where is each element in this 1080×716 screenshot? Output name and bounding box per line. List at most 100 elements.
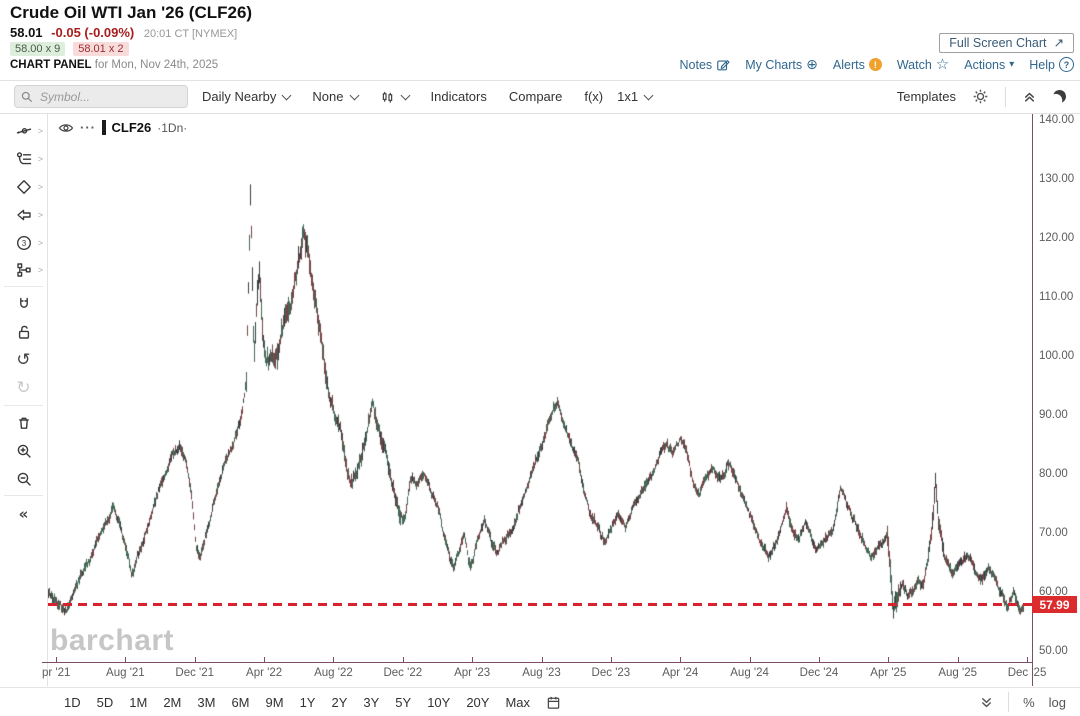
time-range-bar: 1D 5D 1M 2M 3M 6M 9M 1Y 2Y 3Y 5Y 10Y 20Y Max % log	[0, 687, 1080, 716]
range-button-5y[interactable]: 5Y	[395, 694, 412, 710]
symbol-input[interactable]	[38, 88, 162, 105]
trendline-tool-button[interactable]: >	[0, 117, 47, 145]
fibonacci-count-tool-button[interactable]: 3 >	[0, 229, 47, 257]
fx-button[interactable]: f(x)	[584, 89, 604, 104]
redo-icon: ↻	[16, 378, 31, 398]
caret-down-icon: ▾	[1009, 58, 1015, 70]
full-screen-chart-button[interactable]: Full Screen Chart ↗	[939, 33, 1074, 53]
barchart-watermark: barchart	[50, 624, 175, 657]
panel-label: CHART PANEL	[10, 59, 92, 71]
time-axis-tickmark	[818, 657, 820, 662]
percent-scale-button[interactable]: %	[1023, 694, 1035, 710]
series-legend: ··· CLF26 ·1Dn·	[58, 120, 187, 135]
notes-edit-icon	[717, 59, 730, 70]
toolbar-divider	[1005, 86, 1006, 107]
legend-symbol: CLF26	[111, 120, 152, 135]
price-chart-canvas[interactable]	[48, 114, 1032, 662]
range-button-3m[interactable]: 3M	[197, 694, 216, 710]
range-button-9m[interactable]: 9M	[265, 694, 284, 710]
alert-badge-icon: !	[868, 58, 882, 71]
panel-subtitle: CHART PANEL for Mon, Nov 24th, 2025	[10, 59, 219, 71]
actions-link[interactable]: Actions ▾	[964, 57, 1015, 72]
symbol-search[interactable]	[14, 85, 188, 108]
alerts-link[interactable]: Alerts !	[833, 58, 882, 72]
drawing-tools-sidebar: > > > > 3 > >	[0, 114, 48, 686]
range-button-6m[interactable]: 6M	[231, 694, 250, 710]
range-button-3y[interactable]: 3Y	[363, 694, 380, 710]
range-button-5d[interactable]: 5D	[96, 694, 114, 710]
indicators-button[interactable]: Indicators	[430, 89, 487, 104]
time-axis-label: pr '21	[42, 667, 71, 679]
undo-button[interactable]: ↺	[0, 346, 47, 374]
layout-dropdown[interactable]: 1x1	[617, 89, 654, 104]
quote-time: 20:01 CT [NYMEX]	[143, 28, 238, 40]
chart-toolbar: Daily Nearby None Indicators Compare f(x	[0, 81, 1080, 112]
range-button-max[interactable]: Max	[505, 694, 531, 710]
notes-link[interactable]: Notes	[680, 58, 731, 72]
compare-button[interactable]: Compare	[508, 89, 563, 104]
time-axis-tickmark	[264, 657, 266, 662]
annotation-list-tool-button[interactable]: >	[0, 145, 47, 173]
ask-chip: 58.01 x 2	[73, 42, 129, 56]
time-axis-tickmark	[957, 657, 959, 662]
chevron-down-icon	[400, 90, 410, 100]
my-charts-link[interactable]: My Charts ⊕	[745, 56, 818, 73]
gear-icon[interactable]	[972, 88, 989, 105]
zoom-out-button[interactable]	[0, 465, 47, 493]
time-axis-label: Dec '22	[383, 667, 423, 679]
chart-type-dropdown[interactable]	[380, 89, 410, 105]
tools-dropdown[interactable]: None	[312, 89, 359, 104]
redo-button[interactable]: ↻	[0, 374, 47, 402]
log-scale-button[interactable]: log	[1048, 694, 1066, 710]
arrow-tool-button[interactable]: >	[0, 201, 47, 229]
range-button-10y[interactable]: 10Y	[427, 694, 451, 710]
price-axis-tick: 60.00	[1039, 586, 1068, 598]
time-axis-label: Dec '21	[175, 667, 215, 679]
delete-drawings-button[interactable]	[0, 409, 47, 437]
collapse-sidebar-button[interactable]: «	[0, 500, 47, 528]
help-link[interactable]: Help ?	[1029, 57, 1074, 72]
range-button-2y[interactable]: 2Y	[331, 694, 348, 710]
time-axis-line	[42, 662, 1033, 663]
lock-unlock-button[interactable]	[0, 318, 47, 346]
range-button-1d[interactable]: 1D	[64, 694, 81, 710]
price-axis-tick: 80.00	[1039, 468, 1068, 480]
time-axis-tickmark	[402, 657, 404, 662]
calendar-icon[interactable]	[546, 695, 561, 710]
page-title: Crude Oil WTI Jan '26 (CLF26)	[10, 3, 253, 22]
measure-tool-button[interactable]: >	[0, 256, 47, 284]
help-circle-icon: ?	[1059, 57, 1074, 72]
frequency-dropdown[interactable]: Daily Nearby	[202, 89, 292, 104]
expand-panel-down-icon[interactable]	[979, 695, 994, 710]
collapse-panel-up-icon[interactable]	[1022, 89, 1037, 104]
time-axis-tickmark	[749, 657, 751, 662]
time-axis-label: Dec '23	[591, 667, 631, 679]
legend-menu-icon[interactable]: ···	[80, 119, 96, 135]
time-axis-label: Apr '23	[454, 667, 491, 679]
time-axis-tickmark	[125, 657, 127, 662]
time-axis-label: Aug '25	[938, 667, 977, 679]
templates-button[interactable]: Templates	[896, 89, 956, 104]
star-icon: ☆	[935, 55, 950, 73]
scale-controls: % log	[979, 692, 1080, 712]
range-button-1y[interactable]: 1Y	[299, 694, 316, 710]
chevron-down-icon	[349, 90, 359, 100]
time-axis-label: Aug '22	[314, 667, 353, 679]
time-axis-label: Apr '24	[662, 667, 699, 679]
range-button-20y[interactable]: 20Y	[466, 694, 490, 710]
submenu-chevron-icon: >	[37, 210, 43, 220]
magnet-snap-button[interactable]	[0, 290, 47, 318]
shapes-tool-button[interactable]: >	[0, 173, 47, 201]
bid-ask-row: 58.00 x 9 58.01 x 2	[10, 42, 129, 56]
toolbar-right: Templates	[896, 86, 1080, 107]
dark-mode-moon-icon[interactable]	[1052, 89, 1067, 104]
range-button-1m[interactable]: 1M	[129, 694, 148, 710]
zoom-in-button[interactable]	[0, 437, 47, 465]
time-axis-tickmark	[888, 657, 890, 662]
time-axis-tickmark	[541, 657, 543, 662]
svg-text:3: 3	[21, 239, 26, 248]
watch-link[interactable]: Watch ☆	[896, 55, 950, 73]
eye-icon[interactable]	[58, 122, 74, 134]
range-button-2m[interactable]: 2M	[163, 694, 182, 710]
sidebar-divider	[4, 286, 43, 287]
